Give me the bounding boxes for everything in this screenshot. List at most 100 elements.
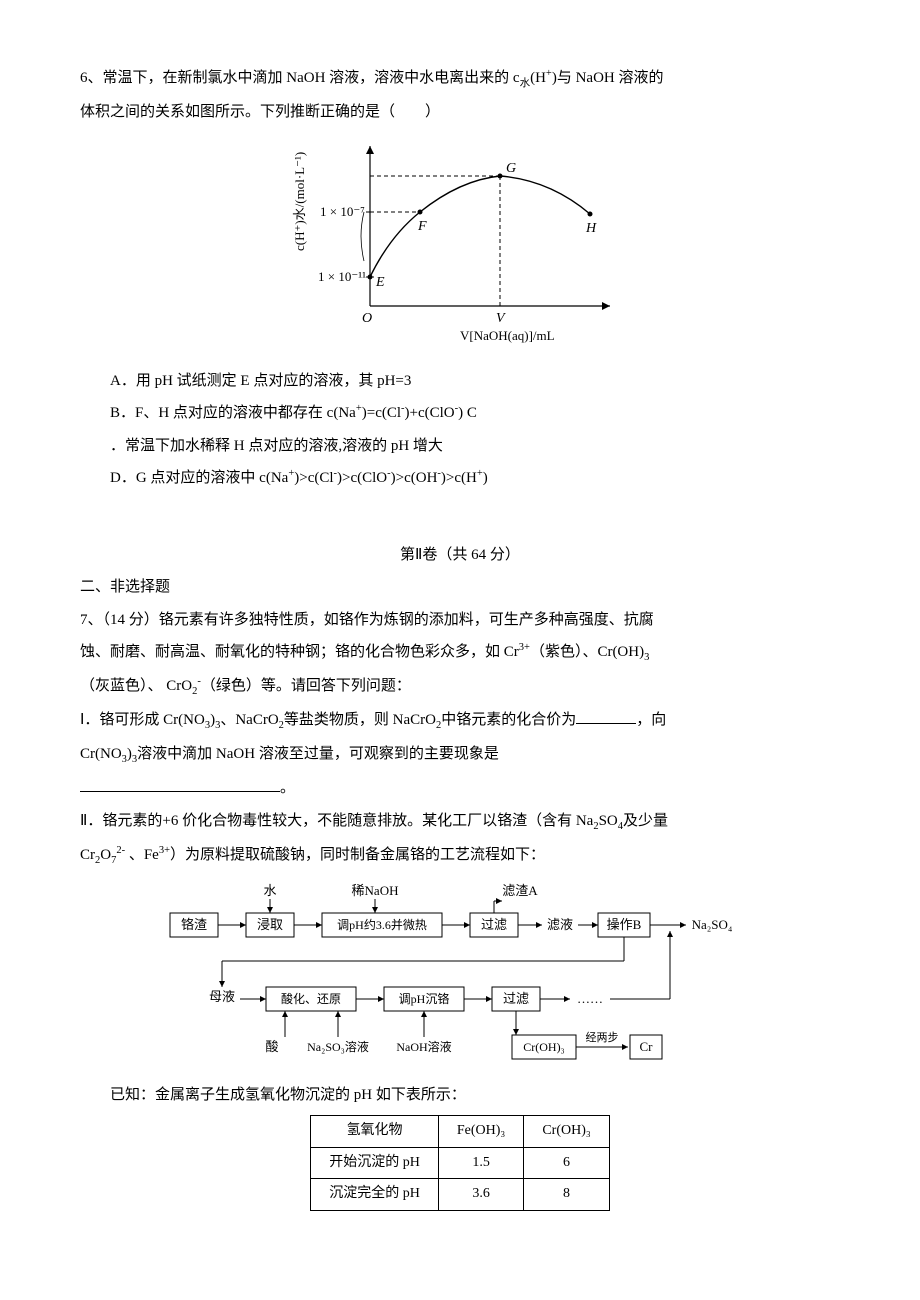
q7-l4c: 等盐类物质，则 NaCrO xyxy=(284,712,436,728)
lbl-liquid: 滤液 xyxy=(547,917,573,932)
lbl-na2so3: Na₂SO₃溶液 xyxy=(307,1039,369,1054)
q7-line3: （灰蓝色）、 CrO2-（绿色）等。请回答下列问题： xyxy=(80,672,840,702)
section2-title: 第Ⅱ卷（共 64 分） xyxy=(80,541,840,570)
cr3plus: 3+ xyxy=(519,642,530,653)
q6-optb-4: ) C xyxy=(458,405,477,421)
table-row-2: 沉淀完全的 pH 3.6 8 xyxy=(311,1179,610,1211)
q6-stem-text3: )与 NaOH 溶液的 xyxy=(552,70,664,86)
label-h: H xyxy=(585,221,597,236)
q7-l8c: 、Fe xyxy=(125,847,159,863)
q7-l6: 。 xyxy=(280,780,295,796)
sub3-2: 3 xyxy=(205,720,210,731)
lbl-adjph: 调pH约3.6并微热 xyxy=(337,917,427,932)
q6-optd-4: )>c(OH xyxy=(391,470,438,486)
flow-water: 水 xyxy=(263,883,276,898)
q6-optd-5: )>c(H xyxy=(441,470,477,486)
q7-l7a: Ⅱ．铬元素的+6 价化合物毒性较大，不能随意排放。某化工厂以铬渣（含有 Na xyxy=(80,813,593,829)
q6-opt-d: D．G 点对应的溶液中 c(Na+)>c(Cl-)>c(ClO-)>c(OH-)… xyxy=(80,464,840,493)
point-h xyxy=(588,212,593,217)
q7-l3a: （灰蓝色）、 CrO xyxy=(80,678,192,694)
sub7-1: 7 xyxy=(111,855,116,866)
lbl-adjcr: 调pH沉铬 xyxy=(399,991,450,1006)
q7-l4d: 中铬元素的化合价为 xyxy=(441,712,576,728)
q6-optd-2: )>c(Cl xyxy=(294,470,333,486)
q7-l3b: （绿色）等。请回答下列问题： xyxy=(201,678,411,694)
q7-l5b: 溶液中滴加 NaOH 溶液至过量，可观察到的主要现象是 xyxy=(137,746,499,762)
r2c: 8 xyxy=(524,1179,609,1211)
part2-heading: 二、非选择题 xyxy=(80,573,840,602)
point-e xyxy=(368,275,373,280)
lbl-filter2: 过滤 xyxy=(503,991,529,1006)
q6-graph: 1 × 10⁻⁷ 1 × 10⁻¹¹ c(H⁺)水/(mol·L⁻¹) E F … xyxy=(80,136,840,357)
lbl-mother: 母液 xyxy=(209,989,235,1004)
table-row-header: 氢氧化物 Fe(OH)₃ Cr(OH)₃ xyxy=(311,1116,610,1148)
q6-optb-3: )+c(ClO xyxy=(405,405,455,421)
r1a: 开始沉淀的 pH xyxy=(311,1147,439,1179)
q7-l2b: （紫色）、Cr(OH) xyxy=(530,644,644,660)
lbl-acid: 酸 xyxy=(265,1039,278,1054)
q7-line2: 蚀、耐磨、耐高温、耐氧化的特种钢；铬的化合物色彩众多，如 Cr3+（紫色）、Cr… xyxy=(80,638,840,668)
q6-optb-2: )=c(Cl xyxy=(362,405,401,421)
r2a: 沉淀完全的 pH xyxy=(311,1179,439,1211)
label-g: G xyxy=(506,161,516,176)
q7-l8a: Cr xyxy=(80,847,95,863)
r2b: 3.6 xyxy=(438,1179,523,1211)
q6-opt-a: A．用 pH 试纸测定 E 点对应的溶液，其 pH=3 xyxy=(80,367,840,396)
sub3-4: 3 xyxy=(122,754,127,765)
q6-stem-line1: 6、常温下，在新制氯水中滴加 NaOH 溶液，溶液中水电离出来的 c水(H+)与… xyxy=(80,64,840,94)
y-brace xyxy=(361,212,364,261)
q7-line8: Cr2O72- 、Fe3+）为原料提取硫酸钠，同时制备金属铬的工艺流程如下： xyxy=(80,841,840,871)
q7-line1: 7、（14 分）铬元素有许多独特性质，如铬作为炼钢的添加料，可生产多种高强度、抗… xyxy=(80,606,840,635)
th-3: Cr(OH)₃ xyxy=(524,1116,609,1148)
q7-l8d: ）为原料提取硫酸钠，同时制备金属铬的工艺流程如下： xyxy=(170,847,545,863)
q7-l4b: 、NaCrO xyxy=(220,712,278,728)
q6-opt-b: B．F、H 点对应的溶液中都存在 c(Na+)=c(Cl-)+c(ClO-) C xyxy=(80,399,840,428)
y-tick-hi: 1 × 10⁻⁷ xyxy=(320,204,365,219)
q6-stem-text1: 6、常温下，在新制氯水中滴加 NaOH 溶液，溶液中水电离出来的 c xyxy=(80,70,520,86)
q6-stem-line2: 体积之间的关系如图所示。下列推断正确的是（ ） xyxy=(80,98,840,127)
lbl-cr: Cr xyxy=(640,1039,654,1054)
lbl-leach: 浸取 xyxy=(257,917,283,932)
th-1: 氢氧化物 xyxy=(311,1116,439,1148)
curve xyxy=(370,176,590,277)
label-o: O xyxy=(362,311,372,326)
lbl-cr-res: 铬渣 xyxy=(181,917,207,932)
r1b: 1.5 xyxy=(438,1147,523,1179)
q6-stem-text2: (H xyxy=(530,70,546,86)
lbl-opB: 操作B xyxy=(607,917,642,932)
label-v: V xyxy=(496,311,506,326)
q6-optd-6: ) xyxy=(483,470,488,486)
lbl-two-step: 经两步 xyxy=(586,1031,619,1044)
q7-line5: Cr(NO3)3溶液中滴加 NaOH 溶液至过量，可观察到的主要现象是 xyxy=(80,740,840,770)
x-axis-label: V[NaOH(aq)]/mL xyxy=(460,328,555,343)
q7-l4e: ，向 xyxy=(636,712,666,728)
q7-table: 氢氧化物 Fe(OH)₃ Cr(OH)₃ 开始沉淀的 pH 1.5 6 沉淀完全… xyxy=(310,1115,610,1211)
lbl-naoh2: NaOH溶液 xyxy=(396,1039,451,1054)
sub3-1: 3 xyxy=(644,652,649,663)
flow-resA: 滤渣A xyxy=(502,883,538,898)
blank-2[interactable] xyxy=(80,776,280,792)
label-f: F xyxy=(417,219,427,234)
sup2minus: 2- xyxy=(116,845,125,856)
lbl-na2so4: Na₂SO₄ xyxy=(692,917,733,932)
q7-known: 已知：金属离子生成氢氧化物沉淀的 pH 如下表所示： xyxy=(80,1081,840,1110)
sub2-cro2: 2 xyxy=(192,686,197,697)
q7-l7b: SO xyxy=(599,813,618,829)
q7-l7c: 及少量 xyxy=(623,813,668,829)
q6-optb-1: B．F、H 点对应的溶液中都存在 c(Na xyxy=(110,405,356,421)
th-2: Fe(OH)₃ xyxy=(438,1116,523,1148)
label-e: E xyxy=(375,275,385,290)
lbl-filter1: 过滤 xyxy=(481,917,507,932)
q6-optd-1: D．G 点对应的溶液中 c(Na xyxy=(110,470,288,486)
q7-l5a: Cr(NO xyxy=(80,746,122,762)
flow-dilute: 稀NaOH xyxy=(352,883,399,898)
q6-optd-3: )>c(ClO xyxy=(337,470,387,486)
table-row-1: 开始沉淀的 pH 1.5 6 xyxy=(311,1147,610,1179)
blank-1[interactable] xyxy=(576,708,636,724)
q7-flowchart: 水 稀NaOH 滤渣A 铬渣 浸取 调pH约3.6并微热 过滤 滤液 操作B N… xyxy=(80,881,840,1071)
q7-l4a: Ⅰ．铬可形成 Cr(NO xyxy=(80,712,205,728)
fe3plus: 3+ xyxy=(159,845,170,856)
r1c: 6 xyxy=(524,1147,609,1179)
x-arrow xyxy=(602,302,610,310)
q7-line6: 。 xyxy=(80,774,840,803)
